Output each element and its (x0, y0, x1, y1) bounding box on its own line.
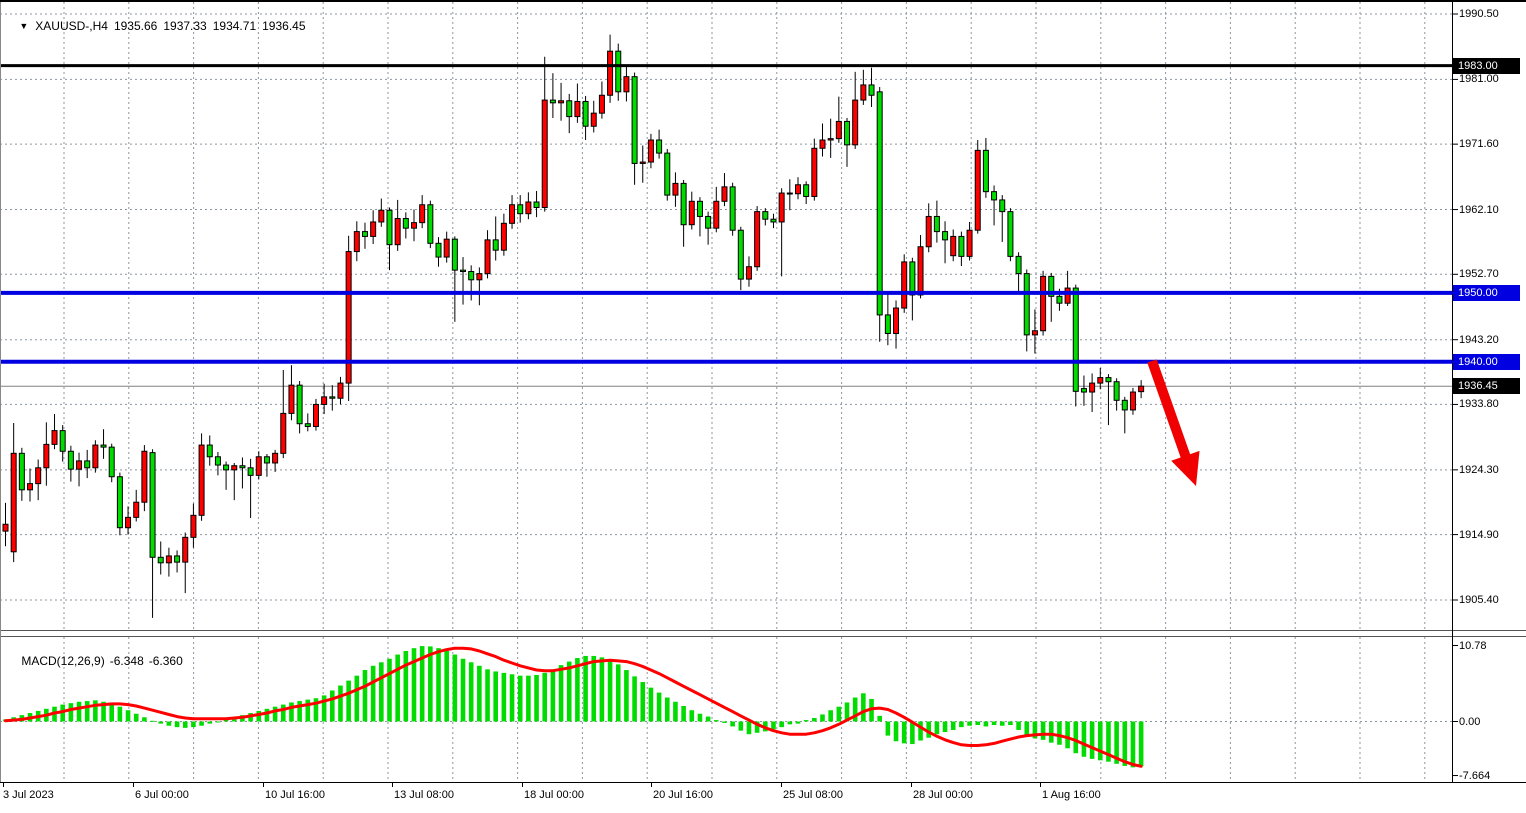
time-tick-label: 28 Jul 00:00 (913, 789, 973, 801)
time-tick-label: 3 Jul 2023 (3, 789, 54, 801)
price-tick-label: 1933.80 (1459, 398, 1499, 411)
macd-indicator-name: MACD(12,26,9) (21, 654, 105, 668)
macd-histogram (3, 646, 1144, 768)
chart-header: ▼ XAUUSD-,H4 1935.66 1937.33 1934.71 1936.45 (6, 5, 306, 47)
ohlc-high: 1937.33 (163, 19, 207, 33)
sell-direction-arrow[interactable] (1147, 359, 1200, 486)
time-tick-label: 25 Jul 08:00 (783, 789, 843, 801)
macd-signal-line (4, 646, 1143, 768)
time-tick-label: 6 Jul 00:00 (135, 789, 189, 801)
price-tick-label: 1962.10 (1459, 203, 1499, 216)
price-level-badge: 1950.00 (1453, 284, 1520, 301)
price-tick-label: 1952.70 (1459, 268, 1499, 281)
horizontal-level-lines[interactable] (0, 64, 1452, 364)
price-tick-label: 1971.60 (1459, 138, 1499, 151)
symbol-timeframe-label: XAUUSD-,H4 (35, 19, 108, 33)
grid-lines (0, 2, 1452, 781)
macd-indicator-header: MACD(12,26,9) -6.348 -6.360 (8, 640, 188, 682)
panel-borders (0, 0, 1526, 783)
price-tick-label: 1905.40 (1459, 593, 1499, 606)
macd-tick-label: -7.664 (1459, 769, 1491, 782)
macd-value-main: -6.348 (109, 654, 144, 668)
ohlc-close: 1936.45 (262, 19, 306, 33)
candlesticks (2, 34, 1145, 618)
macd-value-signal: -6.360 (148, 654, 183, 668)
price-tick-label: 1981.00 (1459, 73, 1499, 86)
price-level-badge: 1936.45 (1453, 378, 1520, 395)
axis-tick-marks (3, 13, 1458, 787)
price-tick-label: 1924.30 (1459, 463, 1499, 476)
time-tick-label: 13 Jul 08:00 (394, 789, 454, 801)
ohlc-low: 1934.71 (212, 19, 257, 33)
price-tick-label: 1990.50 (1459, 8, 1499, 20)
price-level-badge: 1983.00 (1453, 57, 1520, 74)
time-tick-label: 10 Jul 16:00 (265, 789, 325, 801)
price-tick-label: 1914.90 (1459, 528, 1499, 541)
time-tick-label: 1 Aug 16:00 (1042, 789, 1101, 801)
price-level-badge: 1940.00 (1453, 353, 1520, 370)
ohlc-open: 1935.66 (113, 19, 158, 33)
price-tick-label: 1943.20 (1459, 333, 1499, 346)
macd-tick-label: 10.78 (1459, 639, 1487, 652)
symbol-dropdown-icon[interactable]: ▼ (19, 21, 29, 31)
time-tick-label: 20 Jul 16:00 (653, 789, 713, 801)
time-tick-label: 18 Jul 00:00 (524, 789, 584, 801)
macd-tick-label: 0.00 (1459, 715, 1481, 728)
